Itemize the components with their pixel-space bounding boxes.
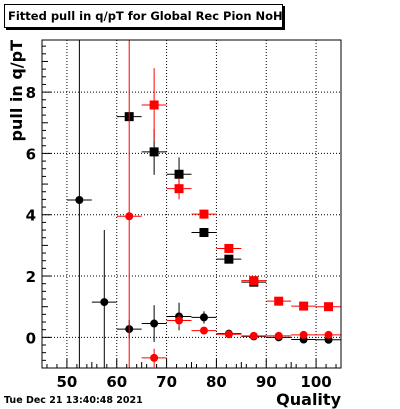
data-point [91, 230, 117, 368]
timestamp: Tue Dec 21 13:40:48 2021 [4, 395, 143, 406]
plot-frame [41, 39, 342, 369]
y-axis-label: pull in q/pT [7, 40, 26, 142]
square-marker [149, 100, 159, 110]
data-point [266, 296, 292, 306]
square-marker [274, 296, 284, 306]
data-point [191, 227, 217, 238]
y-tick-label: 6 [26, 145, 36, 163]
data-point [291, 301, 317, 311]
axes: 50 60 70 80 90 100 0 2 4 6 8 [26, 45, 342, 391]
data-point [166, 177, 192, 200]
circle-marker [249, 331, 258, 340]
series-3 [141, 68, 341, 312]
circle-marker [125, 212, 134, 221]
circle-marker [150, 353, 159, 362]
series-1 [116, 112, 267, 287]
data-point [216, 330, 242, 339]
x-tick-label: 80 [206, 373, 227, 391]
series-0 [66, 40, 341, 368]
data-point [191, 326, 217, 335]
square-marker [174, 169, 184, 179]
data-point [216, 243, 242, 253]
grid [42, 40, 341, 368]
square-marker [199, 228, 209, 238]
square-marker [224, 254, 234, 264]
y-tick-label: 2 [26, 268, 36, 286]
square-marker [299, 301, 309, 311]
circle-marker [224, 330, 233, 339]
circle-marker [199, 326, 208, 335]
square-marker [174, 184, 184, 194]
data-point [291, 330, 317, 339]
data-layer [66, 40, 341, 368]
x-tick-label: 70 [156, 373, 177, 391]
circle-marker [150, 319, 159, 328]
x-axis-label: Quality [276, 390, 341, 409]
data-point [216, 254, 242, 264]
circle-marker [299, 330, 308, 339]
circle-marker [324, 330, 333, 339]
data-point [266, 331, 292, 340]
data-point [166, 314, 192, 327]
data-point [191, 209, 217, 219]
square-marker [149, 147, 159, 157]
x-tick-label: 50 [56, 373, 77, 391]
circle-marker [199, 313, 208, 322]
data-point [241, 276, 267, 286]
x-tick-label: 90 [256, 373, 277, 391]
square-marker [324, 302, 334, 312]
data-point [141, 348, 167, 368]
y-tick-label: 4 [26, 207, 36, 225]
data-point [116, 40, 142, 368]
circle-marker [274, 331, 283, 340]
square-marker [224, 243, 234, 253]
data-point [191, 311, 217, 324]
data-point [141, 68, 167, 142]
x-tick-label: 60 [106, 373, 127, 391]
square-marker [199, 209, 209, 219]
y-tick-label: 8 [26, 84, 36, 102]
chart-title: Fitted pull in q/pT for Global Rec Pion … [4, 4, 283, 28]
data-point [316, 302, 341, 312]
circle-marker [100, 298, 109, 307]
square-marker [249, 276, 259, 286]
x-tick-label: 100 [300, 373, 331, 391]
data-point [141, 305, 167, 342]
y-tick-label: 0 [26, 329, 36, 347]
data-point [66, 40, 92, 368]
circle-marker [75, 196, 84, 205]
series-2 [116, 40, 341, 368]
data-point [241, 331, 267, 340]
circle-marker [175, 316, 184, 325]
data-point [316, 330, 341, 339]
